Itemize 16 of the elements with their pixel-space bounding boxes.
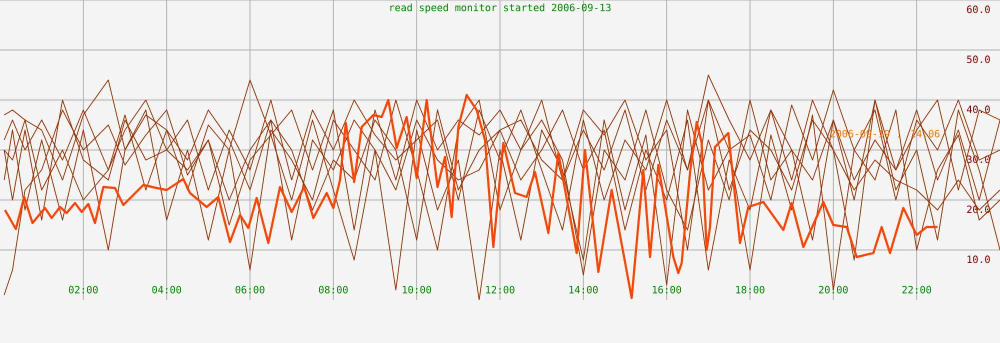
x-tick-label: 10:00 [402, 286, 432, 294]
x-tick-label: 06:00 [236, 286, 264, 294]
y-tick-label: 60.0 [967, 6, 990, 14]
x-tick-label: 12:00 [486, 286, 514, 294]
y-tick-label: 10.0 [968, 256, 990, 264]
x-tick-label: 22:00 [902, 286, 932, 294]
x-tick-label: 20:00 [819, 286, 848, 294]
chart-title: read speed monitor started 2006-09-13 [390, 4, 611, 14]
x-tick-label: 14:00 [569, 286, 598, 294]
x-tick-label: 04:00 [152, 286, 182, 294]
x-tick-label: 02:00 [68, 286, 98, 294]
y-tick-label: 40.0 [966, 106, 990, 114]
x-tick-label: 16:00 [652, 286, 682, 294]
y-tick-label: 50.0 [967, 56, 990, 64]
x-tick-label: 08:00 [318, 286, 348, 294]
x-tick-label: 18:00 [736, 286, 764, 294]
